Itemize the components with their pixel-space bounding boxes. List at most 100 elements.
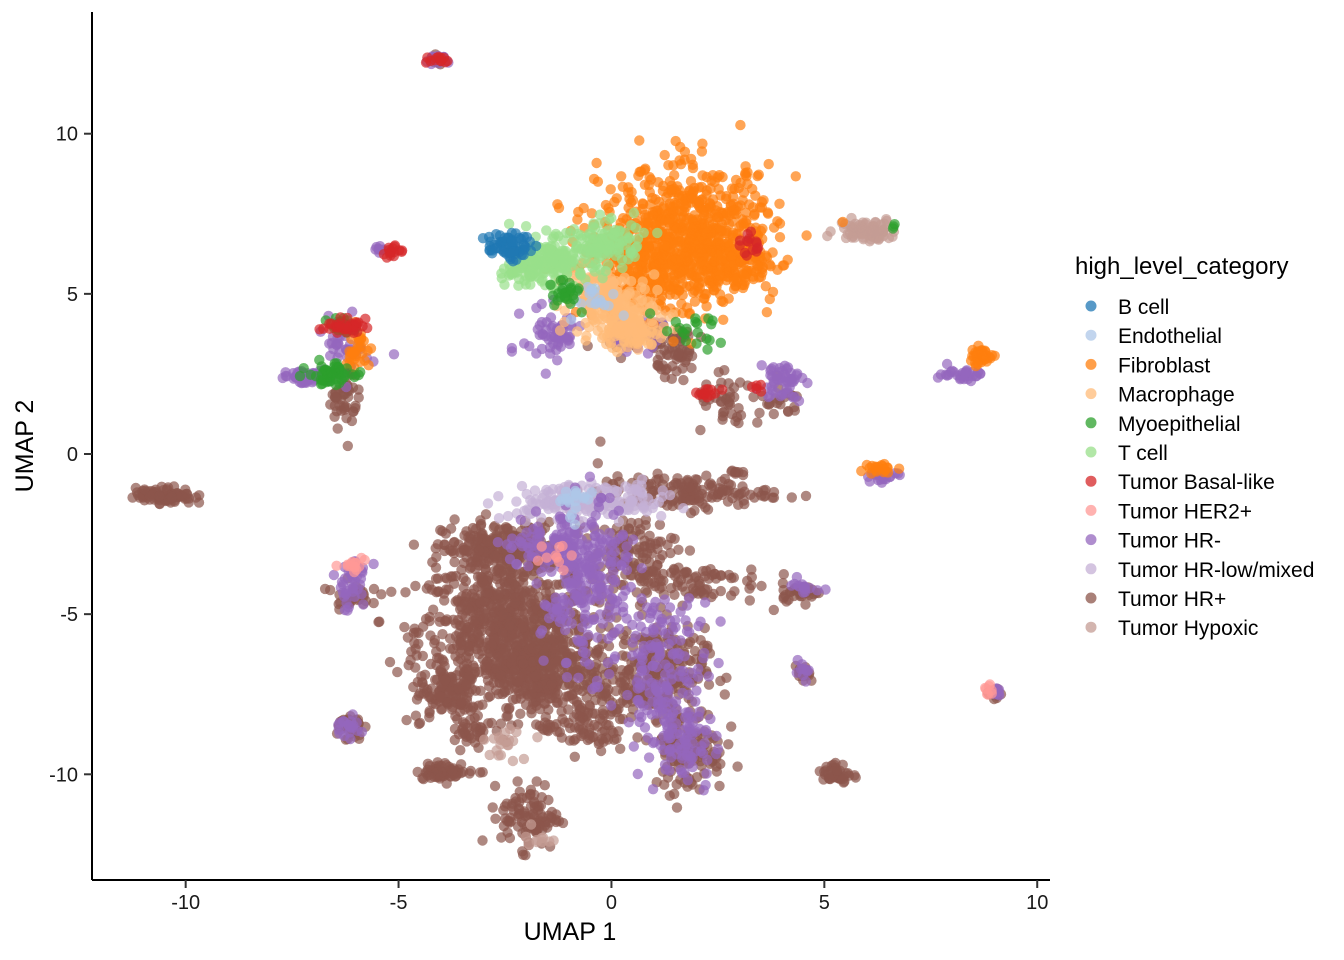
data-point — [873, 474, 884, 486]
data-point — [668, 183, 680, 194]
data-point — [587, 708, 598, 719]
data-point — [713, 367, 724, 378]
data-point — [571, 590, 582, 602]
data-point — [591, 675, 603, 686]
data-point — [575, 635, 586, 646]
data-point — [647, 566, 658, 578]
data-point — [640, 680, 651, 691]
data-point — [530, 506, 542, 517]
data-point — [319, 583, 331, 595]
data-point — [329, 411, 340, 422]
data-point — [424, 760, 435, 772]
data-point — [466, 733, 477, 744]
data-point — [758, 195, 769, 206]
data-point — [763, 399, 775, 410]
data-point — [553, 202, 565, 214]
data-point — [687, 717, 698, 728]
data-point — [595, 436, 606, 447]
data-point — [673, 671, 684, 682]
data-point — [647, 660, 658, 671]
data-point — [504, 620, 515, 631]
data-point — [584, 553, 595, 564]
data-point — [719, 689, 730, 700]
data-point — [400, 587, 411, 598]
data-point — [766, 363, 777, 375]
data-point — [183, 497, 194, 508]
data-point — [425, 658, 436, 670]
data-point — [540, 368, 551, 379]
data-point — [593, 496, 604, 508]
data-point — [560, 625, 571, 636]
data-point — [439, 539, 450, 550]
data-point — [588, 173, 600, 185]
data-point — [594, 609, 606, 620]
data-point — [613, 726, 624, 737]
data-point — [458, 582, 469, 593]
data-point — [470, 685, 481, 696]
data-point — [760, 281, 771, 292]
data-point — [597, 618, 608, 629]
data-point — [356, 726, 368, 738]
data-point — [753, 169, 764, 180]
data-point — [330, 392, 341, 403]
data-point — [499, 687, 510, 698]
data-point — [726, 183, 738, 194]
data-point — [574, 711, 585, 722]
data-point — [645, 539, 656, 551]
data-point — [516, 480, 528, 492]
data-point — [611, 193, 622, 204]
data-point — [700, 597, 711, 608]
data-point — [460, 679, 472, 690]
data-point — [410, 710, 422, 721]
data-point — [665, 583, 677, 594]
data-point — [632, 768, 643, 780]
data-point — [420, 613, 432, 625]
data-point — [635, 524, 646, 535]
data-point — [573, 721, 584, 732]
data-point — [627, 637, 638, 648]
data-point — [690, 571, 702, 582]
data-point — [628, 741, 639, 752]
data-point — [706, 482, 717, 493]
data-point — [470, 613, 482, 625]
data-point — [618, 638, 630, 650]
data-point — [625, 581, 636, 593]
data-point — [464, 653, 475, 664]
data-point — [691, 772, 703, 783]
data-point — [717, 407, 729, 418]
data-point — [665, 732, 676, 744]
data-point — [424, 707, 435, 719]
data-point — [410, 662, 421, 673]
data-point — [558, 598, 569, 610]
data-point — [709, 209, 720, 220]
data-point — [684, 677, 695, 689]
data-point — [752, 417, 763, 428]
data-point — [677, 725, 689, 736]
data-point — [509, 665, 520, 676]
data-point — [721, 208, 733, 219]
data-point — [534, 703, 546, 715]
data-point — [524, 341, 535, 352]
data-point — [666, 373, 677, 384]
data-point — [672, 647, 683, 658]
data-point — [623, 717, 634, 728]
data-point — [384, 656, 396, 668]
data-point — [545, 312, 557, 323]
data-point — [408, 681, 419, 693]
data-point — [756, 360, 767, 371]
data-point — [638, 640, 649, 652]
data-point — [613, 533, 624, 544]
data-point — [572, 684, 584, 695]
data-point — [681, 626, 693, 637]
data-point — [616, 171, 627, 182]
data-point — [510, 580, 521, 591]
data-point — [410, 580, 421, 592]
data-point — [493, 750, 504, 761]
data-point — [681, 214, 692, 225]
data-point — [653, 196, 665, 208]
data-point — [504, 554, 516, 565]
data-point — [632, 732, 643, 743]
data-point — [587, 561, 598, 572]
data-point — [450, 596, 461, 607]
data-point — [529, 613, 540, 625]
